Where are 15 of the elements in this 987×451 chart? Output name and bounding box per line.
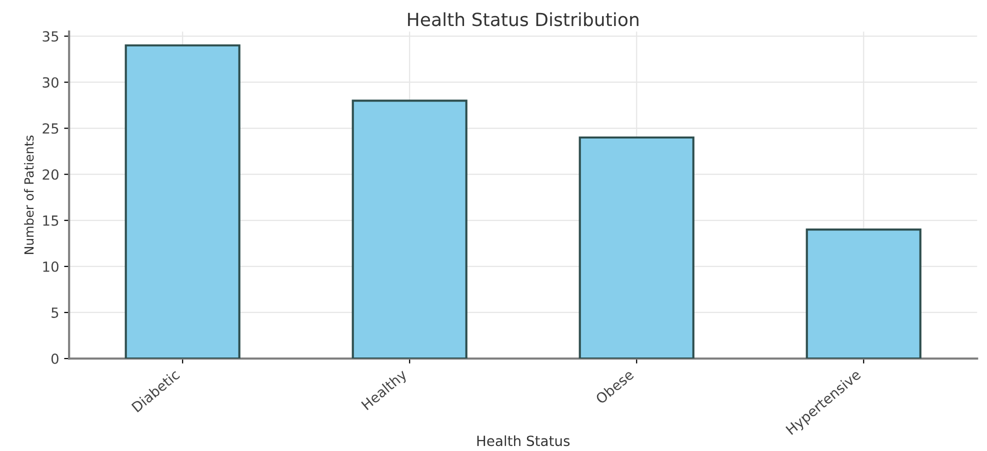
y-tick-label: 25	[42, 123, 58, 134]
y-tick-label: 30	[42, 77, 58, 88]
y-tick-label: 20	[42, 169, 58, 180]
y-axis-title: Number of Patients	[24, 136, 34, 254]
y-tick-label: 15	[43, 216, 58, 226]
bar	[352, 100, 468, 359]
y-tick-label: 0	[51, 354, 58, 364]
chart-title: Health Status Distribution	[408, 12, 638, 26]
bar	[124, 44, 240, 359]
bar	[578, 136, 694, 359]
y-tick-label: 5	[52, 308, 58, 318]
y-tick-label: 35	[42, 31, 58, 42]
x-axis-title: Health Status	[477, 435, 570, 446]
y-tick-label: 10	[43, 261, 58, 272]
bar	[806, 228, 922, 359]
